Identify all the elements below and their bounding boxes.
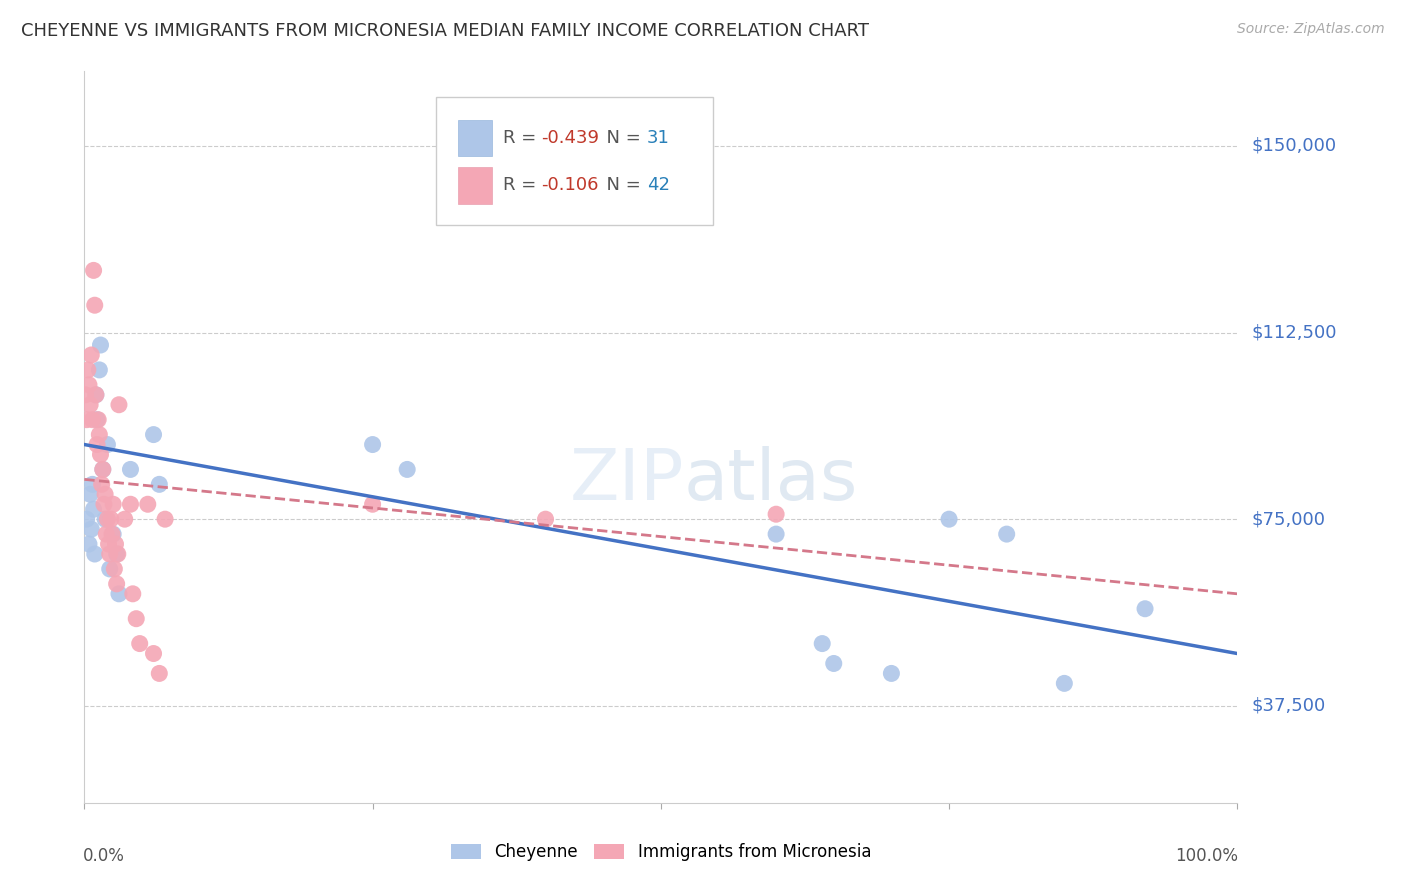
Text: N =: N =: [595, 177, 647, 194]
Point: [107, 547, 129, 561]
Point: [108, 398, 131, 412]
Point: [361, 497, 384, 511]
Point: [98, 547, 121, 561]
Point: [79, 398, 101, 412]
Point: [765, 507, 787, 521]
Legend: Cheyenne, Immigrants from Micronesia: Cheyenne, Immigrants from Micronesia: [444, 837, 877, 868]
Point: [86, 412, 108, 426]
Text: Source: ZipAtlas.com: Source: ZipAtlas.com: [1237, 22, 1385, 37]
Point: [823, 657, 845, 671]
Point: [84, 388, 107, 402]
Point: [103, 562, 125, 576]
Text: $75,000: $75,000: [1251, 510, 1326, 528]
Point: [98, 562, 121, 576]
Point: [97, 537, 120, 551]
Text: 0.0%: 0.0%: [83, 847, 125, 864]
Point: [101, 527, 124, 541]
Point: [114, 512, 136, 526]
Point: [76, 363, 98, 377]
Text: $150,000: $150,000: [1251, 137, 1336, 155]
Text: ZIP: ZIP: [569, 447, 683, 516]
Point: [105, 577, 128, 591]
Point: [120, 462, 142, 476]
Point: [1053, 676, 1076, 690]
Point: [811, 636, 834, 650]
Point: [76, 512, 98, 526]
Point: [83, 263, 105, 277]
Point: [93, 497, 115, 511]
Point: [89, 427, 111, 442]
Point: [91, 462, 114, 476]
Point: [880, 666, 903, 681]
Point: [77, 377, 100, 392]
Point: [89, 338, 111, 352]
Point: [1133, 601, 1156, 615]
Point: [89, 448, 111, 462]
Point: [361, 437, 384, 451]
Text: CHEYENNE VS IMMIGRANTS FROM MICRONESIA MEDIAN FAMILY INCOME CORRELATION CHART: CHEYENNE VS IMMIGRANTS FROM MICRONESIA M…: [21, 22, 869, 40]
Point: [83, 298, 105, 312]
Point: [80, 522, 103, 536]
Text: $37,500: $37,500: [1251, 697, 1326, 714]
Point: [108, 587, 131, 601]
Text: R =: R =: [503, 177, 541, 194]
Point: [396, 462, 419, 476]
Point: [84, 388, 107, 402]
Point: [77, 537, 100, 551]
Point: [125, 612, 148, 626]
Point: [534, 512, 557, 526]
Point: [94, 487, 117, 501]
Point: [79, 487, 101, 501]
Point: [103, 497, 124, 511]
Point: [128, 636, 150, 650]
Point: [89, 363, 111, 377]
Point: [121, 587, 143, 601]
Text: 42: 42: [647, 177, 671, 194]
Point: [82, 477, 104, 491]
Text: -0.106: -0.106: [541, 177, 599, 194]
Text: -0.439: -0.439: [541, 129, 599, 147]
Point: [96, 512, 118, 526]
Point: [91, 462, 114, 476]
Text: $112,500: $112,500: [1251, 324, 1337, 342]
Point: [100, 512, 122, 526]
Point: [142, 427, 165, 442]
Text: N =: N =: [595, 129, 647, 147]
Point: [80, 348, 103, 362]
Point: [75, 388, 97, 402]
Point: [104, 537, 127, 551]
Point: [938, 512, 960, 526]
FancyBboxPatch shape: [458, 167, 492, 203]
Point: [90, 477, 112, 491]
Text: atlas: atlas: [683, 447, 858, 516]
Point: [153, 512, 176, 526]
Point: [765, 527, 787, 541]
Point: [86, 437, 108, 451]
Point: [83, 547, 105, 561]
Point: [120, 497, 142, 511]
Point: [142, 647, 165, 661]
Point: [87, 412, 110, 426]
Point: [136, 497, 159, 511]
Point: [96, 527, 118, 541]
Point: [94, 512, 117, 526]
Point: [83, 502, 105, 516]
Text: R =: R =: [503, 129, 541, 147]
Point: [82, 412, 104, 426]
Point: [148, 477, 170, 491]
Text: 100.0%: 100.0%: [1175, 847, 1239, 864]
Point: [76, 412, 98, 426]
Point: [96, 437, 118, 451]
Point: [103, 527, 124, 541]
FancyBboxPatch shape: [458, 120, 492, 156]
Point: [995, 527, 1018, 541]
Text: 31: 31: [647, 129, 669, 147]
Point: [148, 666, 170, 681]
Point: [105, 547, 128, 561]
FancyBboxPatch shape: [436, 97, 713, 225]
